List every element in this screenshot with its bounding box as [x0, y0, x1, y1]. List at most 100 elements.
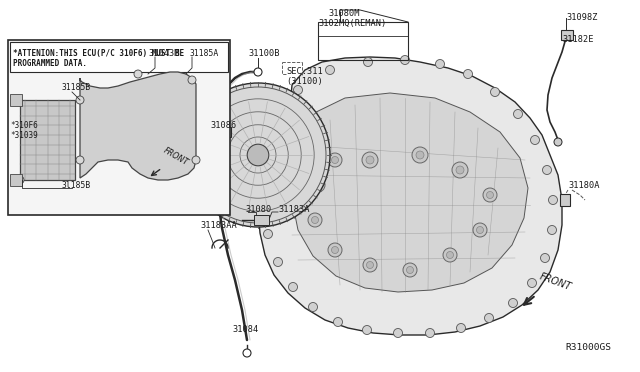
- Circle shape: [332, 247, 339, 253]
- Bar: [254, 215, 269, 225]
- Circle shape: [366, 156, 374, 164]
- Circle shape: [513, 109, 522, 119]
- Circle shape: [294, 86, 303, 94]
- Circle shape: [367, 262, 374, 269]
- Circle shape: [328, 243, 342, 257]
- Circle shape: [447, 251, 454, 259]
- Text: 31043M: 31043M: [148, 49, 179, 58]
- Bar: [221, 127, 231, 137]
- Text: *ATTENION:THIS ECU(P/C 310F6) MUST BE
PROGRAMMED DATA.: *ATTENION:THIS ECU(P/C 310F6) MUST BE PR…: [13, 49, 184, 68]
- Circle shape: [243, 349, 251, 357]
- Circle shape: [186, 83, 330, 227]
- Circle shape: [490, 87, 499, 96]
- Circle shape: [548, 196, 557, 205]
- Polygon shape: [258, 57, 562, 335]
- Text: 31183A: 31183A: [278, 205, 310, 214]
- Text: 31183AA: 31183AA: [200, 221, 237, 230]
- Bar: [561, 30, 573, 40]
- Circle shape: [289, 282, 298, 292]
- Circle shape: [308, 213, 322, 227]
- Circle shape: [363, 258, 377, 272]
- Circle shape: [314, 182, 321, 189]
- Circle shape: [452, 162, 468, 178]
- Circle shape: [247, 144, 269, 166]
- Circle shape: [486, 192, 493, 199]
- Circle shape: [463, 70, 472, 78]
- Polygon shape: [292, 93, 528, 292]
- Text: (31100): (31100): [286, 77, 323, 86]
- Circle shape: [362, 152, 378, 168]
- Text: SEC.311: SEC.311: [286, 67, 323, 76]
- Text: 3102MQ(REMAN): 3102MQ(REMAN): [318, 19, 387, 28]
- Circle shape: [328, 153, 342, 167]
- Bar: [8, 40, 230, 215]
- Circle shape: [362, 326, 371, 334]
- Text: 31086: 31086: [210, 121, 236, 130]
- Circle shape: [543, 166, 552, 174]
- Circle shape: [541, 253, 550, 263]
- Circle shape: [284, 121, 292, 129]
- Circle shape: [260, 199, 269, 208]
- Circle shape: [477, 227, 483, 234]
- Bar: [318, 22, 408, 60]
- Circle shape: [16, 176, 24, 184]
- Circle shape: [332, 157, 339, 164]
- Bar: [20, 100, 75, 180]
- Text: R31000GS: R31000GS: [565, 343, 611, 352]
- Circle shape: [531, 135, 540, 144]
- Circle shape: [403, 263, 417, 277]
- Circle shape: [364, 58, 372, 67]
- Circle shape: [134, 70, 142, 78]
- Circle shape: [443, 248, 457, 262]
- Circle shape: [326, 65, 335, 74]
- Text: 31182E: 31182E: [562, 35, 593, 44]
- Circle shape: [333, 317, 342, 327]
- Circle shape: [456, 324, 465, 333]
- Text: *310F6: *310F6: [10, 121, 38, 130]
- Circle shape: [473, 223, 487, 237]
- Circle shape: [264, 230, 273, 238]
- Circle shape: [547, 225, 557, 234]
- Circle shape: [273, 145, 282, 154]
- Text: 31180A: 31180A: [568, 181, 600, 190]
- Circle shape: [416, 151, 424, 159]
- Circle shape: [312, 217, 319, 224]
- Circle shape: [264, 170, 273, 180]
- Text: FRONT: FRONT: [538, 271, 573, 292]
- Text: 31185A: 31185A: [190, 49, 220, 58]
- Text: *31039: *31039: [10, 131, 38, 140]
- Circle shape: [188, 76, 196, 84]
- Circle shape: [406, 266, 413, 273]
- Circle shape: [509, 298, 518, 308]
- Circle shape: [484, 314, 493, 323]
- Bar: [560, 194, 570, 206]
- Circle shape: [394, 328, 403, 337]
- Circle shape: [483, 188, 497, 202]
- Circle shape: [435, 60, 445, 68]
- Bar: [10, 174, 22, 186]
- Circle shape: [412, 147, 428, 163]
- Circle shape: [308, 302, 317, 311]
- Circle shape: [254, 68, 262, 76]
- Text: 31100B: 31100B: [248, 49, 280, 58]
- Bar: [10, 42, 228, 72]
- Circle shape: [311, 178, 325, 192]
- Circle shape: [554, 138, 562, 146]
- Circle shape: [192, 156, 200, 164]
- Text: 31080M: 31080M: [328, 9, 360, 18]
- Bar: [10, 94, 22, 106]
- Text: 31098Z: 31098Z: [566, 13, 598, 22]
- Text: 31185B: 31185B: [62, 83, 92, 92]
- Text: 31084: 31084: [232, 325, 259, 334]
- Polygon shape: [80, 72, 196, 180]
- Text: 3l185B: 3l185B: [62, 181, 92, 190]
- Text: FRONT: FRONT: [162, 145, 190, 167]
- Circle shape: [76, 156, 84, 164]
- Circle shape: [426, 328, 435, 337]
- Circle shape: [527, 279, 536, 288]
- Circle shape: [401, 55, 410, 64]
- Text: 31080: 31080: [245, 205, 271, 214]
- Circle shape: [273, 257, 282, 266]
- Circle shape: [76, 96, 84, 104]
- Circle shape: [456, 166, 464, 174]
